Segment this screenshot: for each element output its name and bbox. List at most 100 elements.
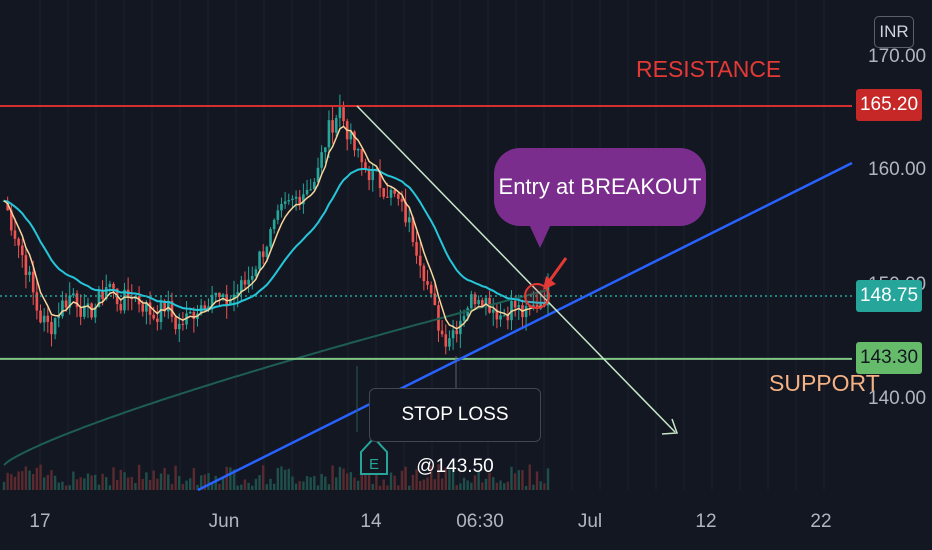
candle-body bbox=[466, 308, 469, 317]
y-tick-label: 160.00 bbox=[868, 159, 926, 180]
candle-body bbox=[276, 210, 280, 220]
volume-bar bbox=[422, 479, 426, 490]
candle-body bbox=[418, 255, 422, 266]
volume-bar bbox=[386, 485, 389, 490]
earnings-marker-label: E bbox=[369, 456, 379, 473]
volume-bar bbox=[101, 473, 104, 490]
volume-bar bbox=[181, 484, 185, 490]
candle-body bbox=[480, 300, 484, 308]
volume-bar bbox=[528, 464, 531, 490]
candle-body bbox=[298, 196, 302, 205]
volume-bar bbox=[72, 471, 75, 490]
candle-body bbox=[499, 315, 502, 320]
candle-body bbox=[320, 152, 323, 168]
x-tick-label: Jul bbox=[578, 511, 602, 532]
volume-bar bbox=[28, 470, 31, 490]
volume-bar bbox=[415, 469, 418, 490]
candle-body bbox=[367, 169, 371, 181]
volume-bar bbox=[258, 475, 261, 490]
volume-bar bbox=[108, 485, 112, 490]
candle-body bbox=[283, 201, 287, 204]
candle-body bbox=[433, 293, 437, 306]
volume-bar bbox=[243, 479, 247, 490]
candle-body bbox=[177, 323, 181, 330]
candle-body bbox=[272, 219, 276, 230]
candle-body bbox=[104, 287, 108, 300]
x-tick-label: Jun bbox=[209, 511, 240, 532]
volume-bar bbox=[513, 473, 517, 490]
volume-bar bbox=[115, 479, 119, 490]
volume-bar bbox=[298, 481, 301, 490]
volume-bar bbox=[429, 465, 433, 490]
candle-body bbox=[214, 292, 218, 296]
volume-bar bbox=[506, 481, 510, 490]
volume-bar bbox=[331, 465, 334, 490]
volume-bars bbox=[2, 464, 550, 490]
volume-bar bbox=[349, 472, 353, 490]
candle-body bbox=[517, 305, 521, 308]
volume-bar bbox=[437, 464, 440, 490]
moving-averages bbox=[3, 125, 549, 466]
volume-bar bbox=[470, 482, 473, 490]
volume-bar bbox=[502, 483, 506, 490]
volume-bar bbox=[247, 482, 250, 490]
volume-bar bbox=[225, 466, 228, 490]
volume-bar bbox=[130, 476, 133, 490]
candle-series bbox=[2, 94, 550, 355]
currency-badge[interactable]: INR bbox=[874, 16, 914, 48]
volume-bar bbox=[163, 467, 166, 490]
candle-body bbox=[119, 304, 123, 311]
volume-bar bbox=[57, 482, 60, 490]
candle-body bbox=[188, 311, 192, 314]
volume-bar bbox=[61, 481, 64, 490]
candle-body bbox=[491, 309, 495, 313]
candle-body bbox=[243, 280, 247, 285]
x-tick-label: 14 bbox=[360, 511, 382, 532]
candle-body bbox=[342, 107, 345, 122]
volume-bar bbox=[126, 477, 130, 490]
volume-bar bbox=[459, 483, 462, 490]
candle-body bbox=[123, 289, 126, 311]
volume-bar bbox=[272, 483, 276, 490]
volume-bar bbox=[112, 467, 115, 490]
candle-body bbox=[334, 117, 338, 133]
trendline-arrow-head bbox=[661, 418, 679, 435]
candle-body bbox=[473, 294, 477, 305]
candle-body bbox=[477, 300, 480, 305]
candle-body bbox=[166, 301, 170, 312]
volume-bar bbox=[524, 485, 528, 490]
volume-bar bbox=[495, 482, 499, 490]
volume-bar bbox=[17, 471, 20, 490]
volume-bar bbox=[119, 469, 123, 490]
candle-body bbox=[364, 162, 367, 170]
volume-bar bbox=[6, 472, 9, 490]
candle-body bbox=[411, 217, 415, 243]
volume-bar bbox=[397, 485, 400, 490]
stop-loss-callout: STOP LOSS @143.50 bbox=[369, 388, 541, 477]
candle-body bbox=[309, 189, 312, 191]
candle-body bbox=[61, 300, 64, 317]
candle-body bbox=[305, 189, 309, 195]
candle-body bbox=[10, 210, 13, 231]
volume-bar bbox=[21, 471, 24, 490]
candle-body bbox=[258, 251, 261, 270]
candle-body bbox=[247, 279, 250, 285]
candle-body bbox=[265, 246, 269, 257]
volume-bar bbox=[262, 465, 265, 490]
volume-bar bbox=[2, 481, 6, 490]
volume-bar bbox=[156, 478, 159, 490]
x-tick-label: 22 bbox=[810, 511, 831, 532]
candle-body bbox=[112, 283, 115, 289]
candle-body bbox=[20, 245, 24, 256]
volume-bar bbox=[327, 484, 331, 490]
volume-bar bbox=[535, 471, 539, 490]
candle-body bbox=[440, 330, 444, 335]
candle-body bbox=[451, 330, 455, 339]
volume-bar bbox=[221, 476, 225, 490]
volume-bar bbox=[203, 474, 207, 490]
candle-body bbox=[331, 120, 334, 133]
volume-bar bbox=[229, 467, 232, 490]
volume-bar bbox=[335, 477, 338, 490]
